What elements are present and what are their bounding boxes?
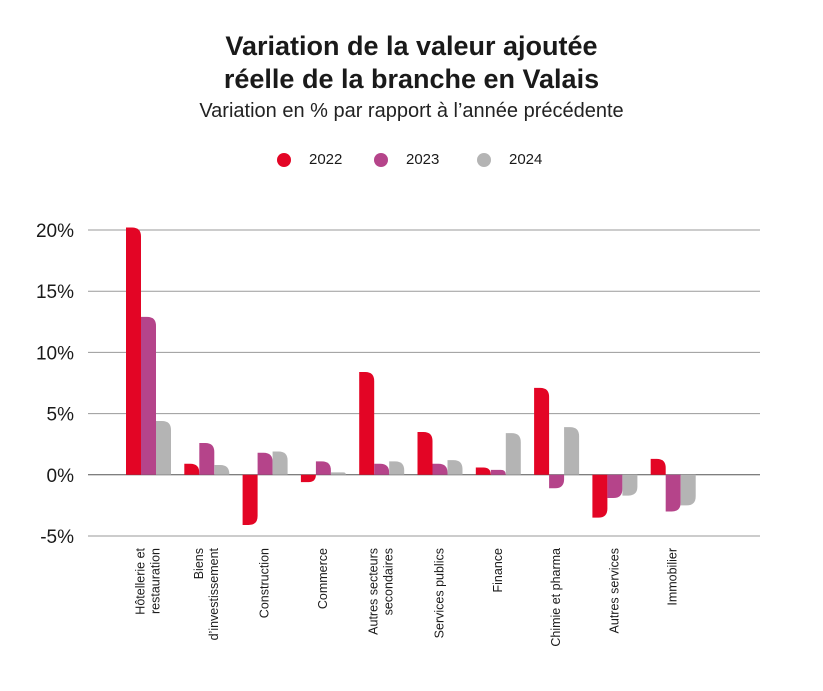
x-tick-label: Finance (491, 548, 505, 593)
bar-2024 (156, 420, 171, 475)
legend-label-2022: 2022 (309, 151, 343, 168)
bar-2023 (374, 463, 390, 475)
legend-label-2023: 2023 (406, 151, 440, 168)
bar-2022 (534, 387, 550, 475)
bar-2022 (592, 474, 608, 518)
bar-2023 (665, 474, 681, 512)
y-tick-label: 0% (47, 466, 75, 487)
bar-2022 (417, 431, 433, 475)
y-tick-label: 5% (47, 405, 75, 426)
bar-2024 (680, 474, 696, 506)
x-tick-label: Construction (258, 548, 272, 618)
legend-item-2023: 2023 (374, 151, 439, 168)
x-tick-label: Autres services (607, 548, 621, 633)
x-tick-label: Biens (192, 548, 206, 579)
bar-2024 (447, 460, 463, 475)
bar-2022 (300, 474, 316, 483)
legend-swatch-2022 (277, 152, 291, 167)
legend-swatch-2023 (374, 152, 388, 167)
bar-2022 (242, 474, 258, 525)
x-tick-label: secondaires (382, 548, 396, 615)
bar-2023 (432, 463, 448, 475)
legend-swatch-2024 (477, 152, 491, 167)
legend-item-2024: 2024 (477, 151, 542, 168)
x-tick-label: restauration (149, 548, 163, 614)
bar-2024 (505, 433, 521, 475)
bar-2023 (257, 452, 273, 475)
y-tick-label: 10% (36, 343, 74, 364)
chart-subtitle: Variation en % par rapport à l’année pré… (199, 100, 624, 122)
bar-2023 (549, 474, 565, 489)
y-tick-label: -5% (40, 527, 74, 548)
y-tick-label: 15% (36, 282, 74, 303)
bar-2023 (315, 461, 331, 475)
x-tick-label: Services publics (433, 548, 447, 638)
bar-2024 (214, 465, 230, 475)
x-tick-label: d’investissement (207, 547, 221, 640)
x-tick-label: Immobilier (666, 548, 680, 606)
legend: 2022 2023 2024 (0, 151, 823, 175)
legend-label-2024: 2024 (509, 151, 543, 168)
x-tick-label: Chimie et pharma (549, 548, 563, 647)
bar-2024 (330, 472, 346, 475)
bar-2024 (622, 474, 638, 496)
bar-2022 (359, 371, 375, 475)
chart-title-line-1: Variation de la valeur ajoutée (225, 31, 598, 61)
bar-2023 (199, 442, 215, 475)
y-tick-label: 20% (36, 221, 74, 242)
x-tick-label: Autres secteurs (367, 548, 381, 635)
bar-2022 (126, 227, 141, 475)
bar-2023 (490, 469, 506, 475)
bar-2024 (564, 427, 580, 475)
x-tick-label: Hôtellerie et (134, 547, 148, 614)
bar-2023 (141, 316, 156, 475)
bar-2022 (650, 458, 666, 475)
chart-title-line-2: réelle de la branche en Valais (223, 64, 600, 94)
bar-2023 (607, 474, 623, 499)
x-tick-label: Commerce (316, 548, 330, 609)
bar-2022 (184, 463, 200, 475)
legend-item-2022: 2022 (277, 151, 342, 168)
bar-2022 (475, 467, 491, 475)
bar-2024 (272, 451, 288, 475)
bar-2024 (389, 461, 405, 475)
